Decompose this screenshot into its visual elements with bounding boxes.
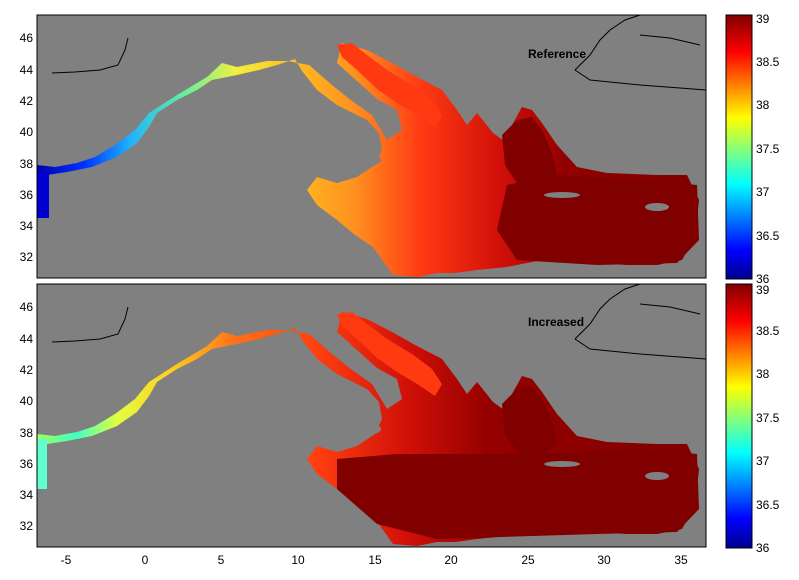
y-axis-top: 46 44 42 40 38 36 34 32	[20, 31, 34, 264]
island-sicily	[353, 423, 381, 435]
colorbar-tick-label: 38	[756, 367, 770, 381]
colorbar-tick-label: 36	[756, 272, 770, 286]
island-sicily	[353, 154, 381, 166]
colorbar-bottom: 39 38.5 38 37.5 37 36.5 36	[725, 283, 780, 555]
y-tick-label: 32	[20, 250, 34, 264]
colorbar-top: 39 38.5 38 37.5 37 36.5 36	[725, 12, 780, 286]
colorbar-tick-label: 37	[756, 185, 770, 199]
salinity-field	[37, 43, 699, 277]
colorbar-tick-label: 38.5	[756, 55, 780, 69]
y-axis-bottom: 46 44 42 40 38 36 34 32	[20, 300, 34, 533]
x-tick-label: 15	[368, 553, 382, 567]
y-tick-label: 44	[20, 332, 34, 346]
panel-increased: Increased	[36, 283, 707, 548]
y-tick-label: 34	[20, 219, 34, 233]
colorbar-tick-label: 39	[756, 283, 770, 297]
colorbar-tick-label: 37	[756, 454, 770, 468]
coastline	[51, 284, 706, 360]
y-tick-label: 42	[20, 94, 34, 108]
x-tick-label: 25	[521, 553, 535, 567]
y-tick-label: 34	[20, 488, 34, 502]
colorbar-tick-label: 36	[756, 541, 770, 555]
y-tick-label: 46	[20, 300, 34, 314]
x-tick-label: 30	[597, 553, 611, 567]
island-corsica-sardinia	[281, 93, 293, 137]
y-tick-label: 40	[20, 394, 34, 408]
x-tick-label: -5	[61, 553, 72, 567]
y-tick-label: 36	[20, 188, 34, 202]
island-balearic	[189, 403, 205, 409]
x-tick-label: 20	[444, 553, 458, 567]
coastline	[51, 15, 706, 91]
island-crete	[544, 192, 580, 198]
panel-label-reference: Reference	[528, 47, 586, 61]
y-tick-label: 46	[20, 31, 34, 45]
y-tick-label: 38	[20, 426, 34, 440]
island-corsica-sardinia	[281, 362, 293, 406]
y-tick-label: 40	[20, 125, 34, 139]
y-tick-label: 36	[20, 457, 34, 471]
island-cyprus	[645, 472, 669, 480]
y-tick-label: 44	[20, 63, 34, 77]
y-tick-label: 32	[20, 519, 34, 533]
colorbar-tick-label: 36.5	[756, 498, 780, 512]
island-cyprus	[645, 203, 669, 211]
y-tick-label: 38	[20, 157, 34, 171]
panel-label-increased: Increased	[528, 315, 584, 329]
y-tick-label: 42	[20, 363, 34, 377]
colorbar-tick-label: 38.5	[756, 324, 780, 338]
colorbar-tick-label: 37.5	[756, 411, 780, 425]
colorbar-tick-label: 36.5	[756, 229, 780, 243]
colorbar-tick-label: 38	[756, 98, 770, 112]
island-crete	[544, 461, 580, 467]
panel-reference: Reference	[36, 14, 707, 279]
colorbar-tick-label: 37.5	[756, 142, 780, 156]
island-balearic	[189, 134, 205, 140]
x-tick-label: 5	[218, 553, 225, 567]
x-tick-label: 35	[674, 553, 688, 567]
x-tick-label: 0	[142, 553, 149, 567]
colorbar-tick-label: 39	[756, 12, 770, 26]
salinity-field	[37, 312, 699, 546]
x-axis: -5 0 5 10 15 20 25 30 35	[61, 553, 688, 567]
x-tick-label: 10	[291, 553, 305, 567]
